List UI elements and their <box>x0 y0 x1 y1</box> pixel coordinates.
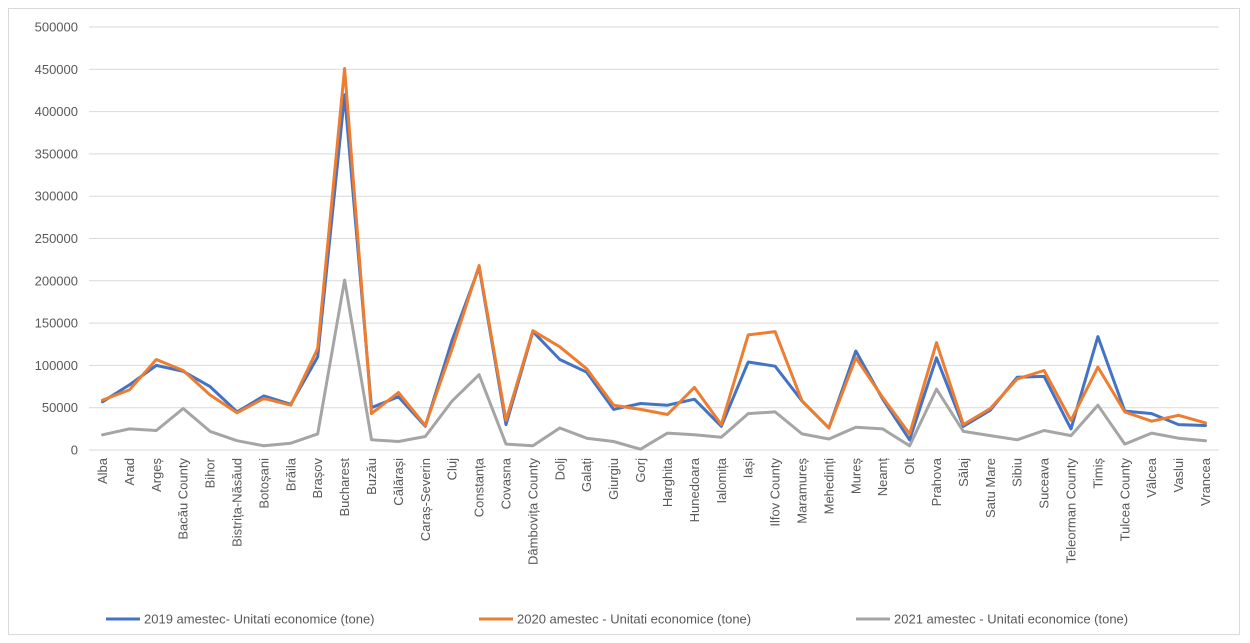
legend-label: 2021 amestec - Unitati economice (tone) <box>894 612 1128 627</box>
x-tick-label: Argeș <box>149 458 164 492</box>
x-tick-label: Constanța <box>472 457 487 517</box>
y-tick-label: 450000 <box>35 62 78 77</box>
x-tick-label: Dâmbovița County <box>525 458 540 565</box>
x-tick-label: Satu Mare <box>983 458 998 518</box>
legend: 2019 amestec- Unitati economice (tone) 20… <box>106 612 1128 627</box>
x-tick-label: Giurgiu <box>606 458 621 500</box>
x-tick-label: Iași <box>741 458 756 478</box>
y-tick-label: 300000 <box>35 189 78 204</box>
series-lines <box>101 67 1207 451</box>
y-tick-label: 500000 <box>35 20 78 35</box>
x-tick-label: Vrancea <box>1198 457 1213 506</box>
y-tick-label: 200000 <box>35 273 78 288</box>
x-tick-label: Dolj <box>552 458 567 481</box>
y-tick-label: 150000 <box>35 316 78 331</box>
series-line <box>101 67 1207 436</box>
x-tick-label: Ialomița <box>714 457 729 503</box>
y-tick-label: 250000 <box>35 231 78 246</box>
x-tick-label: Buzău <box>364 458 379 495</box>
x-tick-label: Bacău County <box>176 458 191 540</box>
x-tick-label: Gorj <box>633 458 648 483</box>
x-axis-tick-labels: Alba Arad Argeș Bacău County Bihor Bistrița-N… <box>95 457 1213 565</box>
x-tick-label: Ilfov County <box>768 458 783 527</box>
legend-label: 2019 amestec- Unitati economice (tone) <box>144 612 375 627</box>
x-tick-label: Mehedinți <box>821 458 836 514</box>
y-tick-label: 350000 <box>35 146 78 161</box>
x-tick-label: Brașov <box>310 458 325 499</box>
x-tick-label: Tulcea County <box>1117 458 1132 542</box>
y-tick-label: 50000 <box>42 400 78 415</box>
x-tick-label: Covasna <box>499 457 514 509</box>
x-tick-label: Bihor <box>203 457 218 488</box>
x-tick-label: Olt <box>902 458 917 475</box>
x-tick-label: Harghita <box>660 457 675 507</box>
y-tick-label: 100000 <box>35 358 78 373</box>
x-tick-label: Suceava <box>1037 457 1052 508</box>
x-tick-label: Arad <box>122 458 137 485</box>
x-tick-label: Botoșani <box>256 458 271 509</box>
legend-label: 2020 amestec - Unitati economice (tone) <box>517 612 751 627</box>
y-tick-label: 400000 <box>35 104 78 119</box>
y-tick-label: 0 <box>71 443 78 458</box>
chart-container: 0 50000 100000 150000 200000 250000 300000 3500… <box>8 8 1240 635</box>
x-tick-label: Călărași <box>391 458 406 506</box>
x-tick-label: Mureș <box>848 458 863 495</box>
x-tick-label: Neamț <box>875 458 890 497</box>
x-tick-label: Galați <box>579 458 594 492</box>
x-tick-label: Vâlcea <box>1144 457 1159 498</box>
x-tick-label: Teleorman County <box>1064 458 1079 564</box>
line-chart: 0 50000 100000 150000 200000 250000 300000 3500… <box>35 20 1219 627</box>
y-axis-tick-labels: 0 50000 100000 150000 200000 250000 300000 3500… <box>35 20 78 458</box>
x-tick-label: Maramureș <box>794 458 809 524</box>
x-tick-label: Caraș-Severin <box>418 458 433 541</box>
x-tick-label: Cluj <box>445 458 460 481</box>
x-tick-label: Vaslui <box>1171 458 1186 493</box>
x-tick-label: Hunedoara <box>687 457 702 522</box>
series-line <box>101 93 1207 442</box>
x-tick-label: Prahova <box>929 457 944 506</box>
x-tick-label: Bistrița-Năsăud <box>229 458 244 547</box>
x-tick-label: Sălaj <box>956 458 971 487</box>
gridlines <box>89 26 1219 451</box>
x-tick-label: Brăila <box>283 457 298 491</box>
series-line <box>101 278 1207 451</box>
x-tick-label: Alba <box>95 457 110 484</box>
x-tick-label: Bucharest <box>337 458 352 517</box>
x-tick-label: Timiș <box>1090 458 1105 489</box>
x-tick-label: Sibiu <box>1010 458 1025 487</box>
